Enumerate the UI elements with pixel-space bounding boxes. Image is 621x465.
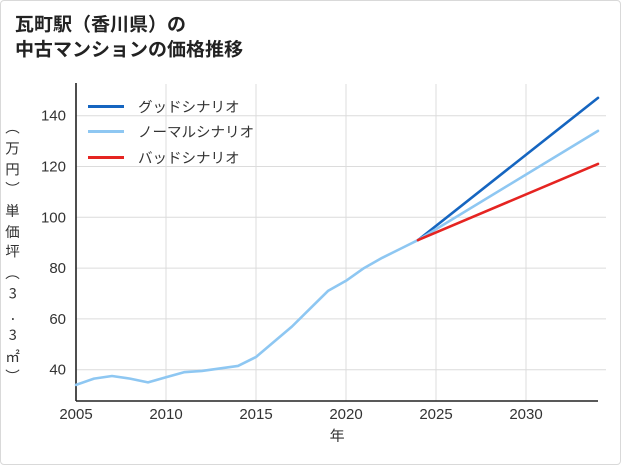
svg-text:2020: 2020 bbox=[329, 406, 362, 423]
svg-text:140: 140 bbox=[41, 108, 66, 125]
svg-text:120: 120 bbox=[41, 159, 66, 176]
svg-text:2025: 2025 bbox=[419, 406, 452, 423]
svg-text:60: 60 bbox=[49, 311, 66, 328]
svg-text:100: 100 bbox=[41, 209, 66, 226]
svg-text:年: 年 bbox=[329, 425, 344, 446]
svg-text:2015: 2015 bbox=[239, 406, 272, 423]
svg-text:2005: 2005 bbox=[59, 406, 92, 423]
svg-text:40: 40 bbox=[49, 362, 66, 379]
svg-text:2010: 2010 bbox=[149, 406, 182, 423]
svg-text:80: 80 bbox=[49, 260, 66, 277]
svg-text:2030: 2030 bbox=[509, 406, 542, 423]
